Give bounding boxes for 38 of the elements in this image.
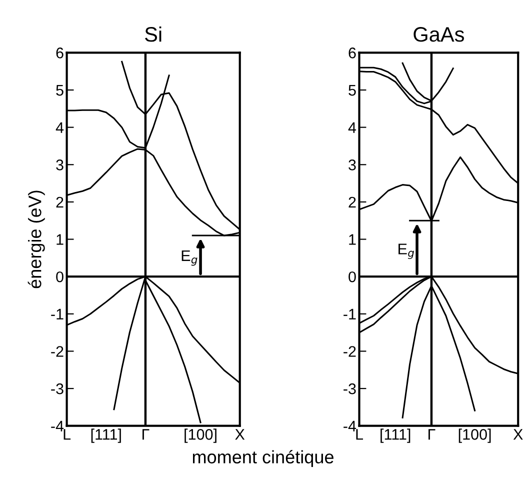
y-tick-label: -1 xyxy=(344,308,356,320)
x-tick-label: X xyxy=(513,429,523,440)
y-tick-label: -3 xyxy=(344,383,356,394)
y-tick-label: -1 xyxy=(51,308,64,320)
x-axis-title: moment cinétique xyxy=(192,450,334,468)
annotation: E$_{g}$ xyxy=(182,250,198,266)
x-tick-label: L xyxy=(356,429,363,440)
y-axis-title: énergie (eV) xyxy=(28,190,45,288)
y-tick-label: -2 xyxy=(344,346,356,357)
annotation: E$_{g}$ xyxy=(398,244,414,259)
y-tick-label: 4 xyxy=(348,122,356,133)
x-tick-label: [100] xyxy=(184,428,216,443)
x-tick-label: [111] xyxy=(380,428,410,443)
y-tick-label: 3 xyxy=(348,160,356,170)
x-tick-label: Γ xyxy=(428,429,436,440)
y-tick-label: 5 xyxy=(56,85,64,96)
chart-title: Si xyxy=(145,26,162,42)
y-tick-label: 6 xyxy=(348,48,356,58)
y-tick-label: -3 xyxy=(51,383,64,394)
y-tick-label: 1 xyxy=(349,234,356,245)
y-tick-label: -4 xyxy=(344,420,356,432)
y-tick-label: 2 xyxy=(348,196,356,208)
y-tick-label: 0 xyxy=(348,271,356,282)
y-tick-label: -4 xyxy=(51,420,64,432)
y-tick-label: 3 xyxy=(56,160,64,170)
x-tick-label: Γ xyxy=(142,429,150,440)
x-tick-label: [111] xyxy=(91,428,121,443)
y-tick-label: 5 xyxy=(348,85,356,96)
x-tick-label: [100] xyxy=(458,428,491,443)
y-tick-label: -2 xyxy=(51,346,64,357)
y-tick-label: 6 xyxy=(56,48,64,58)
chart-title: GaAs xyxy=(414,27,464,42)
x-tick-label: X xyxy=(235,429,245,440)
y-tick-label: 1 xyxy=(56,234,64,245)
y-tick-label: 2 xyxy=(56,196,64,208)
x-tick-label: L xyxy=(64,429,71,440)
y-tick-label: 4 xyxy=(56,122,64,133)
y-tick-label: 0 xyxy=(56,271,64,282)
